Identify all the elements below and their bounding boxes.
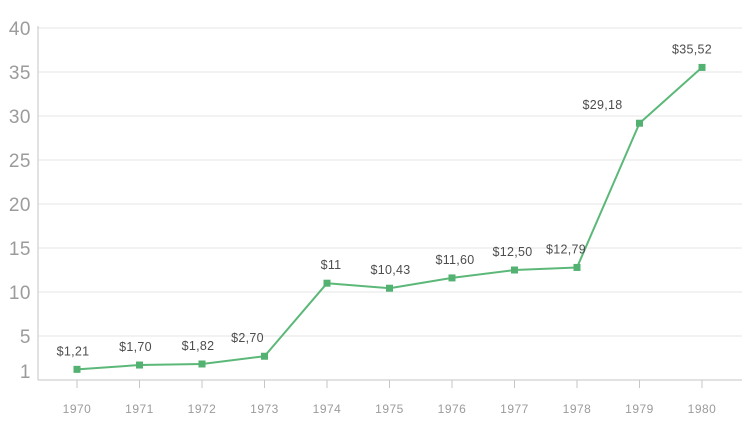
axes [37, 26, 742, 381]
x-tick-marks [76, 380, 703, 388]
data-point-marker [448, 274, 456, 282]
y-tick-label: 15 [9, 239, 31, 260]
data-point-marker [386, 284, 393, 292]
y-tick-label: 30 [9, 107, 31, 128]
x-tick-label: 1974 [313, 402, 342, 416]
x-tick-label: 1975 [375, 402, 404, 416]
point-value-label: $29,18 [582, 98, 622, 112]
point-value-label: $2,70 [231, 331, 264, 345]
data-point-marker [261, 352, 268, 360]
y-tick-label: 1 [20, 362, 31, 383]
data-point-marker [323, 279, 331, 287]
y-gridlines [38, 27, 742, 337]
point-value-label: $10,43 [370, 263, 410, 277]
data-point-marker [73, 365, 81, 373]
data-point-marker [573, 263, 581, 271]
data-line [76, 66, 703, 371]
point-value-label: $1,21 [57, 344, 90, 358]
data-markers [73, 63, 706, 373]
data-point-marker [511, 266, 518, 274]
x-tick-label: 1976 [438, 402, 467, 416]
point-value-label: $11,60 [435, 253, 474, 267]
data-point-marker [136, 361, 143, 369]
point-value-label: $1,70 [119, 340, 152, 354]
x-tick-label: 1980 [688, 402, 717, 416]
point-value-label: $35,52 [672, 42, 712, 56]
point-value-label: $11 [321, 258, 342, 272]
y-axis-labels: 40 35 30 25 20 15 10 5 1 [9, 19, 31, 383]
point-value-label: $1,82 [182, 339, 215, 353]
x-tick-label: 1972 [188, 402, 217, 416]
x-tick-label: 1977 [500, 402, 529, 416]
data-point-marker [198, 360, 206, 368]
y-tick-label: 5 [20, 327, 31, 348]
x-tick-label: 1971 [125, 402, 154, 416]
y-tick-label: 35 [9, 63, 31, 84]
x-tick-label: 1978 [563, 402, 592, 416]
x-tick-label: 1973 [250, 402, 279, 416]
x-axis-labels: 1970 1971 1972 1973 1974 1975 1976 1977 1978 1979… [63, 402, 717, 416]
data-point-marker [636, 119, 643, 127]
x-tick-label: 1979 [625, 402, 654, 416]
x-tick-label: 1970 [63, 402, 92, 416]
y-tick-label: 20 [9, 195, 31, 216]
point-value-label: $12,50 [492, 245, 532, 259]
point-labels: $1,21 $1,70 $1,82 $2,70 $11 $10,43 $11,60 $12,5… [57, 42, 712, 358]
y-tick-label: 40 [9, 19, 31, 40]
data-point-marker [698, 63, 706, 71]
y-tick-label: 25 [9, 151, 31, 172]
point-value-label: $12,79 [546, 242, 586, 256]
y-tick-label: 10 [9, 283, 31, 304]
